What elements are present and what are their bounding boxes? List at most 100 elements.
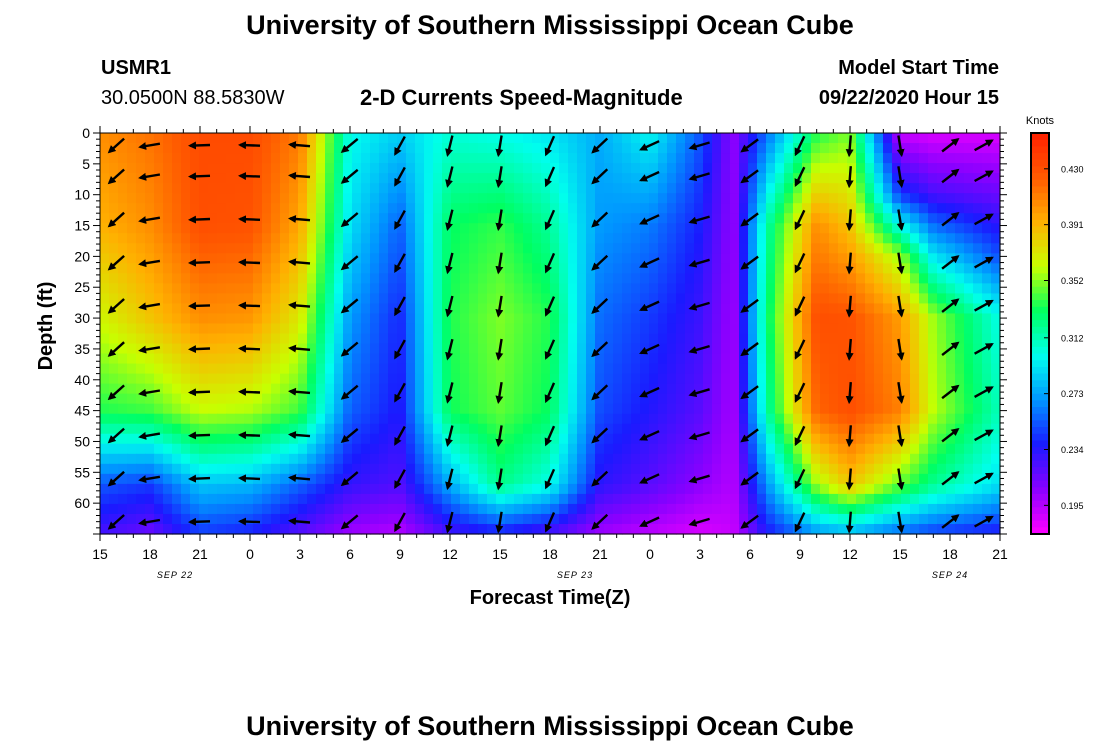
heatmap-cell <box>217 203 227 214</box>
heatmap-cell <box>334 373 344 385</box>
heatmap-cell <box>865 263 875 274</box>
heatmap-cell <box>568 513 578 525</box>
heatmap-cell <box>811 463 821 475</box>
heatmap-cell <box>964 493 974 505</box>
heatmap-cell <box>361 333 371 345</box>
heatmap-cell <box>406 343 416 355</box>
heatmap-cell <box>361 433 371 445</box>
heatmap-cell <box>154 133 164 144</box>
current-vector <box>238 387 261 396</box>
heatmap-cell <box>505 473 515 485</box>
heatmap-cell <box>415 343 425 355</box>
heatmap-cell <box>343 273 353 284</box>
heatmap-cell <box>199 283 209 295</box>
heatmap-cell <box>703 233 713 244</box>
heatmap-cell <box>433 503 443 515</box>
heatmap-cell <box>163 323 173 335</box>
heatmap-cell <box>469 143 479 154</box>
heatmap-cell <box>847 153 857 164</box>
heatmap-cell <box>730 453 740 465</box>
heatmap-cell <box>838 243 848 254</box>
current-vector <box>394 512 406 533</box>
colorbar-swatch <box>1031 427 1049 435</box>
heatmap-cell <box>820 363 830 375</box>
heatmap-cell <box>541 203 551 214</box>
heatmap-cell <box>361 423 371 435</box>
heatmap-cell <box>586 293 596 305</box>
heatmap-cell <box>667 223 677 234</box>
heatmap-cell <box>343 233 353 244</box>
heatmap-cell <box>784 493 794 505</box>
heatmap-cell <box>532 303 542 315</box>
heatmap-cell <box>343 513 353 525</box>
heatmap-cell <box>172 443 182 455</box>
heatmap-cell <box>613 343 623 355</box>
heatmap-cell <box>568 153 578 164</box>
heatmap-cell <box>991 433 1001 445</box>
heatmap-cell <box>676 443 686 455</box>
heatmap-cell <box>838 373 848 385</box>
heatmap-cell <box>694 263 704 274</box>
heatmap-cell <box>820 413 830 425</box>
heatmap-cell <box>172 133 182 144</box>
heatmap-cell <box>802 283 812 295</box>
heatmap-cell <box>658 183 668 194</box>
heatmap-cell <box>469 413 479 425</box>
heatmap-cell <box>316 153 326 164</box>
heatmap-cell <box>667 243 677 254</box>
heatmap-cell <box>685 243 695 254</box>
heatmap-cell <box>928 443 938 455</box>
heatmap-cell <box>388 263 398 274</box>
heatmap-cell <box>586 183 596 194</box>
heatmap-cell <box>775 273 785 284</box>
heatmap-cell <box>883 413 893 425</box>
heatmap-cell <box>739 213 749 224</box>
heatmap-cell <box>181 173 191 184</box>
heatmap-cell <box>730 473 740 485</box>
current-vector <box>340 427 359 443</box>
heatmap-cell <box>253 403 263 415</box>
heatmap-cell <box>829 463 839 475</box>
heatmap-cell <box>919 373 929 385</box>
heatmap-cell <box>883 493 893 505</box>
heatmap-cell <box>280 253 290 264</box>
heatmap-cell <box>100 343 110 355</box>
heatmap-cell <box>946 483 956 495</box>
heatmap-cell <box>721 233 731 244</box>
heatmap-cell <box>757 133 767 144</box>
heatmap-cell <box>631 383 641 395</box>
heatmap-cell <box>622 233 632 244</box>
current-vector <box>544 166 556 188</box>
heatmap-cell <box>982 303 992 315</box>
heatmap-cell <box>316 223 326 234</box>
heatmap-cell <box>829 283 839 295</box>
heatmap-cell <box>631 373 641 385</box>
heatmap-cell <box>424 393 434 405</box>
heatmap-cell <box>802 293 812 305</box>
heatmap-cell <box>919 403 929 415</box>
heatmap-cell <box>838 313 848 325</box>
heatmap-cell <box>217 293 227 305</box>
heatmap-cell <box>352 343 362 355</box>
heatmap-cell <box>604 193 614 204</box>
heatmap-cell <box>577 343 587 355</box>
heatmap-cell <box>847 383 857 395</box>
heatmap-cell <box>694 143 704 154</box>
heatmap-cell <box>712 343 722 355</box>
heatmap-cell <box>613 403 623 415</box>
heatmap-cell <box>991 223 1001 234</box>
heatmap-cell <box>145 303 155 315</box>
heatmap-cell <box>442 233 452 244</box>
heatmap-cell <box>280 373 290 385</box>
heatmap-cell <box>280 223 290 234</box>
heatmap-cell <box>775 463 785 475</box>
heatmap-cell <box>541 493 551 505</box>
heatmap-cell <box>811 433 821 445</box>
heatmap-cell <box>820 183 830 194</box>
heatmap-cell <box>748 493 758 505</box>
heatmap-cell <box>514 173 524 184</box>
heatmap-cell <box>577 493 587 505</box>
heatmap-cell <box>973 243 983 254</box>
heatmap-cell <box>289 313 299 325</box>
heatmap-cell <box>613 283 623 295</box>
